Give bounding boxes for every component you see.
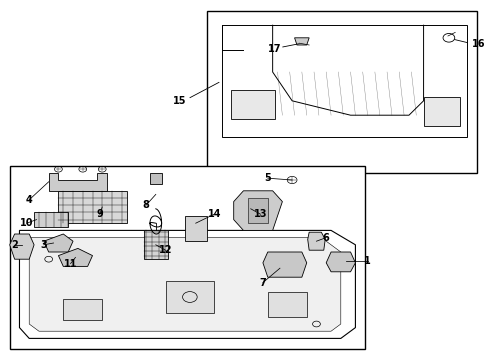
Polygon shape: [294, 38, 308, 45]
Polygon shape: [267, 292, 306, 317]
Polygon shape: [206, 11, 476, 173]
Polygon shape: [184, 216, 206, 241]
Polygon shape: [423, 97, 459, 126]
Polygon shape: [58, 191, 126, 223]
Text: 3: 3: [41, 240, 47, 250]
Polygon shape: [58, 248, 92, 266]
Polygon shape: [44, 234, 73, 252]
Text: 7: 7: [259, 278, 266, 288]
Polygon shape: [20, 230, 355, 338]
Text: 8: 8: [142, 200, 149, 210]
Polygon shape: [248, 198, 267, 223]
Polygon shape: [10, 166, 365, 349]
Text: 14: 14: [207, 209, 221, 219]
Polygon shape: [34, 212, 68, 227]
Text: 11: 11: [64, 258, 77, 269]
Text: 6: 6: [322, 233, 329, 243]
Text: 16: 16: [471, 39, 485, 49]
Polygon shape: [49, 173, 107, 191]
Polygon shape: [221, 25, 467, 137]
Polygon shape: [29, 238, 340, 331]
Text: 10: 10: [20, 218, 34, 228]
Polygon shape: [263, 252, 306, 277]
Text: 17: 17: [268, 44, 281, 54]
Polygon shape: [165, 281, 214, 313]
Polygon shape: [231, 90, 275, 119]
Polygon shape: [150, 173, 162, 184]
Text: 5: 5: [264, 173, 271, 183]
Text: 2: 2: [11, 240, 18, 250]
Polygon shape: [63, 299, 102, 320]
Polygon shape: [325, 252, 355, 272]
Polygon shape: [233, 191, 282, 230]
Polygon shape: [10, 234, 34, 259]
Text: 12: 12: [159, 245, 172, 255]
Text: 15: 15: [173, 96, 186, 106]
Text: 4: 4: [26, 195, 33, 205]
Polygon shape: [307, 232, 325, 250]
Text: 13: 13: [253, 209, 266, 219]
Text: 1: 1: [364, 256, 370, 266]
Text: 9: 9: [96, 209, 103, 219]
Polygon shape: [143, 230, 167, 259]
